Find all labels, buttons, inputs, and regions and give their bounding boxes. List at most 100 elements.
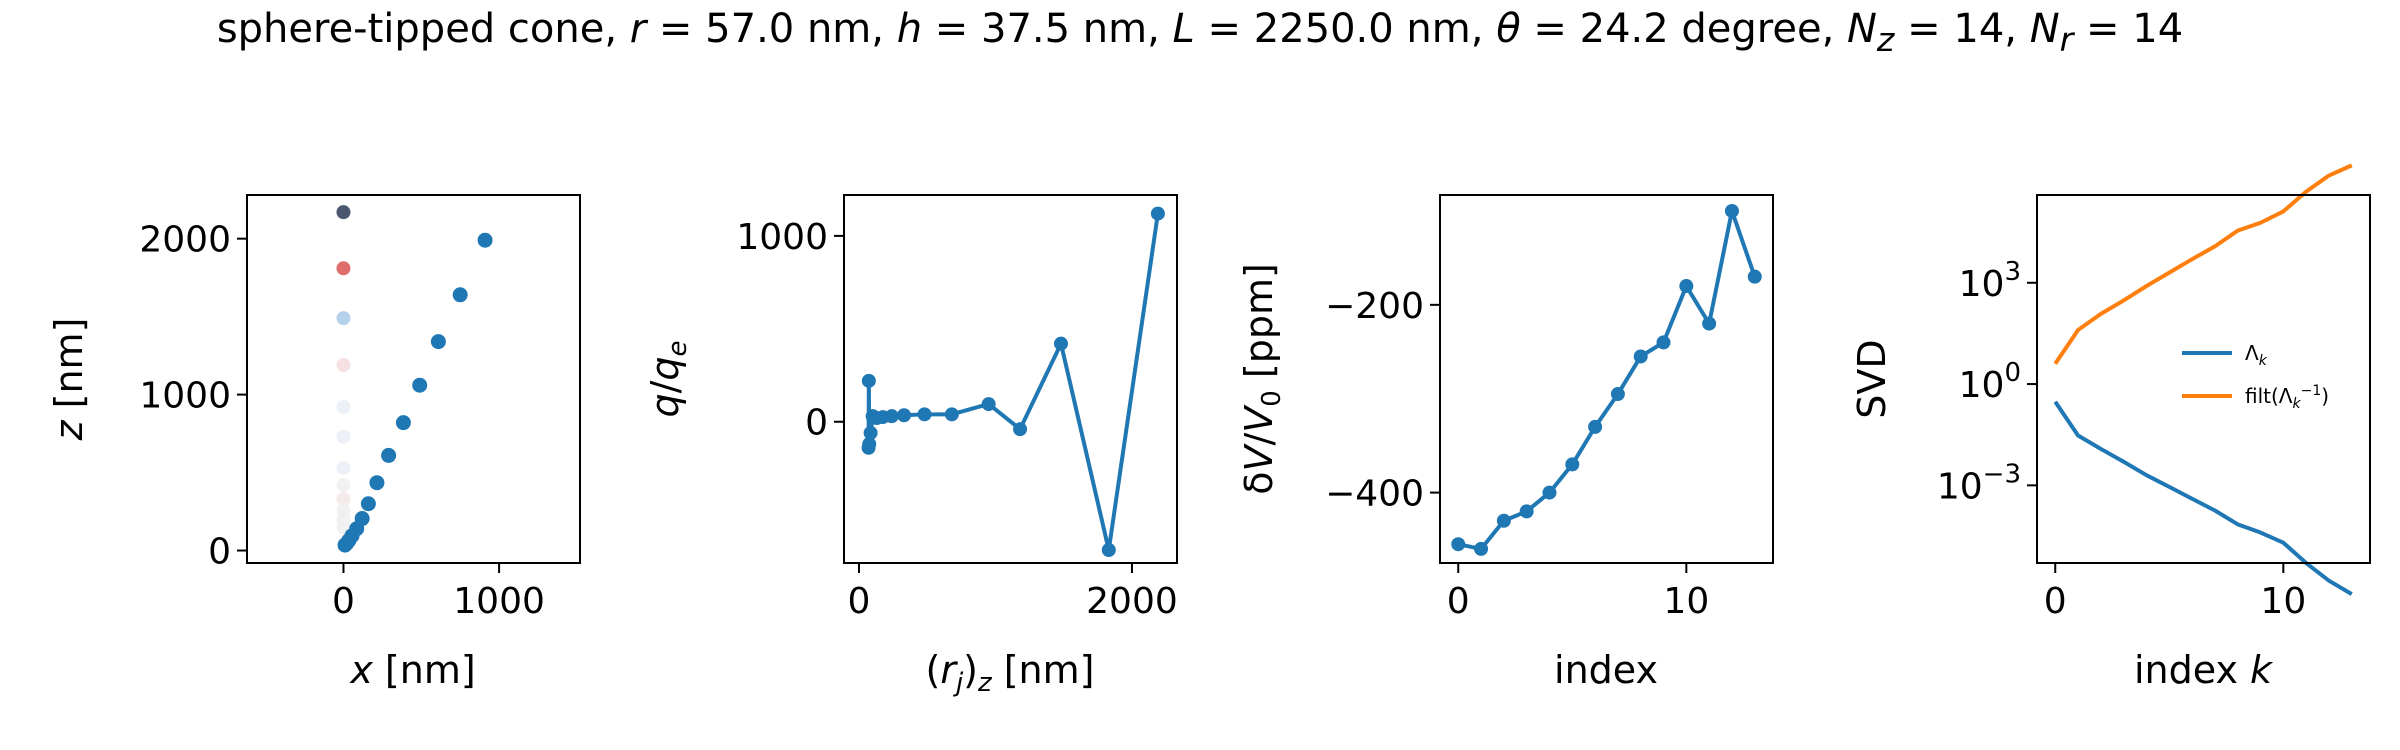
potential-point — [1496, 513, 1511, 528]
geometry-ticks: 0 1000 0 1000 2000 — [139, 220, 545, 622]
potential-point — [1588, 419, 1603, 434]
charges-ticks: 0 2000 0 1000 — [736, 217, 1177, 622]
potential-point — [1633, 349, 1648, 364]
charge-point — [1053, 336, 1068, 351]
potential-ytick-label: −200 — [1325, 286, 1424, 327]
charges-marks — [861, 206, 1165, 557]
geometry-xlabel: x [nm] — [349, 648, 475, 692]
potential-line — [1457, 208, 1757, 551]
title-theta-value: = 24.2 degree, — [1520, 6, 1847, 52]
charges-axes-frame — [843, 194, 1178, 564]
legend-label-lambda: Λk — [2245, 341, 2268, 369]
geometry-ylabel: z [nm] — [47, 318, 91, 442]
potential-marks — [1451, 203, 1762, 556]
cone-surface-point — [360, 496, 376, 512]
geometry-ytick-label: 0 — [208, 532, 231, 573]
panel-svd: 0 10 10−3 100 103 index k SVD Λk filt(Λk−1) — [1850, 163, 2371, 692]
potential-point — [1702, 316, 1717, 331]
title-Nz-symbol: N — [1847, 6, 1877, 52]
axis-charge-point — [336, 357, 351, 372]
potential-point — [1474, 541, 1489, 556]
legend-label-filt: filt(Λk−1) — [2245, 383, 2329, 412]
potential-point — [1451, 537, 1466, 552]
charge-point — [1013, 422, 1028, 437]
geometry-xtick-label: 1000 — [453, 581, 545, 622]
charges-xtick-label: 2000 — [1086, 581, 1178, 622]
potential-point — [1747, 269, 1762, 284]
title-Nz-value: = 14, — [1894, 6, 2030, 52]
potential-axes-frame — [1439, 194, 1774, 564]
charge-point — [1101, 542, 1116, 557]
title-r-symbol: r — [629, 6, 647, 52]
charge-point — [944, 407, 959, 422]
charge-line — [866, 213, 1160, 552]
cone-surface-point — [381, 447, 397, 463]
svd-ylabel: SVD — [1850, 339, 1894, 418]
title-Nr-value: = 14 — [2073, 6, 2184, 52]
charge-point — [862, 437, 877, 452]
title-r-value: = 57.0 nm, — [646, 6, 897, 52]
svd-lambda-line — [2053, 400, 2353, 596]
title-h-value: = 37.5 nm, — [922, 6, 1173, 52]
figure-title: sphere-tipped cone, r = 57.0 nm, h = 37.… — [0, 6, 2400, 59]
svd-ytick-label: 10−3 — [1937, 459, 2021, 507]
cone-surface-point — [412, 377, 428, 393]
potential-point — [1656, 335, 1671, 350]
axis-charge-point — [336, 205, 351, 220]
title-theta-symbol: θ — [1496, 6, 1521, 52]
cone-surface-point — [477, 232, 493, 248]
potential-xlabel: index — [1554, 648, 1658, 692]
geometry-ytick-label: 2000 — [139, 220, 231, 261]
potential-point — [1542, 485, 1557, 500]
potential-point — [1519, 504, 1534, 519]
axis-charge-point — [336, 400, 351, 415]
panel-charges: 0 2000 0 1000 (rj)z [nm] q/qe — [643, 194, 1178, 698]
svd-ytick-label: 100 — [1959, 358, 2021, 406]
potential-xtick-label: 10 — [1663, 581, 1709, 622]
geometry-axes-frame — [246, 194, 581, 564]
svd-xtick-label: 0 — [2044, 581, 2067, 622]
geometry-xtick-label: 0 — [332, 581, 355, 622]
cone-surface-point — [354, 511, 370, 527]
axis-charge-point — [336, 460, 351, 475]
svd-legend: Λk filt(Λk−1) — [2182, 341, 2329, 412]
geometry-marks — [336, 205, 493, 553]
potential-ytick-label: −400 — [1325, 474, 1424, 515]
charge-point — [897, 408, 912, 423]
potential-point — [1565, 457, 1580, 472]
geometry-ytick-label: 1000 — [139, 376, 231, 417]
charges-ytick-label: 0 — [805, 403, 828, 444]
potential-ylabel: δV/V0 [ppm] — [1237, 263, 1287, 495]
axis-charge-point — [336, 492, 351, 507]
charge-point — [884, 409, 899, 424]
title-L-value: = 2250.0 nm, — [1194, 6, 1497, 52]
axis-charge-point — [336, 261, 351, 276]
title-L-symbol: L — [1172, 6, 1195, 52]
svd-ticks: 0 10 10−3 100 103 — [1937, 257, 2306, 622]
potential-point — [1679, 279, 1694, 294]
cone-surface-point — [395, 415, 411, 431]
potential-xtick-label: 0 — [1447, 581, 1470, 622]
potential-point — [1610, 387, 1625, 402]
charges-ytick-label: 1000 — [736, 217, 828, 258]
svd-axes-frame — [2036, 194, 2371, 564]
svd-ytick-label: 103 — [1959, 257, 2021, 305]
cone-surface-point — [430, 334, 446, 350]
panel-potential: 0 10 −400 −200 index δV/V0 [ppm] — [1237, 194, 1774, 692]
title-h-symbol: h — [896, 6, 923, 52]
panel-geometry: 0 1000 0 1000 2000 x [nm] z [nm] — [47, 194, 581, 692]
potential-point — [1724, 203, 1739, 218]
cone-surface-point — [452, 287, 468, 303]
axis-charge-point — [336, 429, 351, 444]
charges-xlabel: (rj)z [nm] — [925, 648, 1094, 698]
charges-xtick-label: 0 — [848, 581, 871, 622]
svd-xtick-label: 10 — [2260, 581, 2306, 622]
axis-charge-point — [336, 311, 351, 326]
potential-ticks: 0 10 −400 −200 — [1325, 286, 1709, 622]
charge-point — [917, 407, 932, 422]
title-Nr-subscript: r — [2059, 20, 2074, 59]
charge-point — [863, 425, 878, 440]
axis-charge-point — [336, 478, 351, 493]
